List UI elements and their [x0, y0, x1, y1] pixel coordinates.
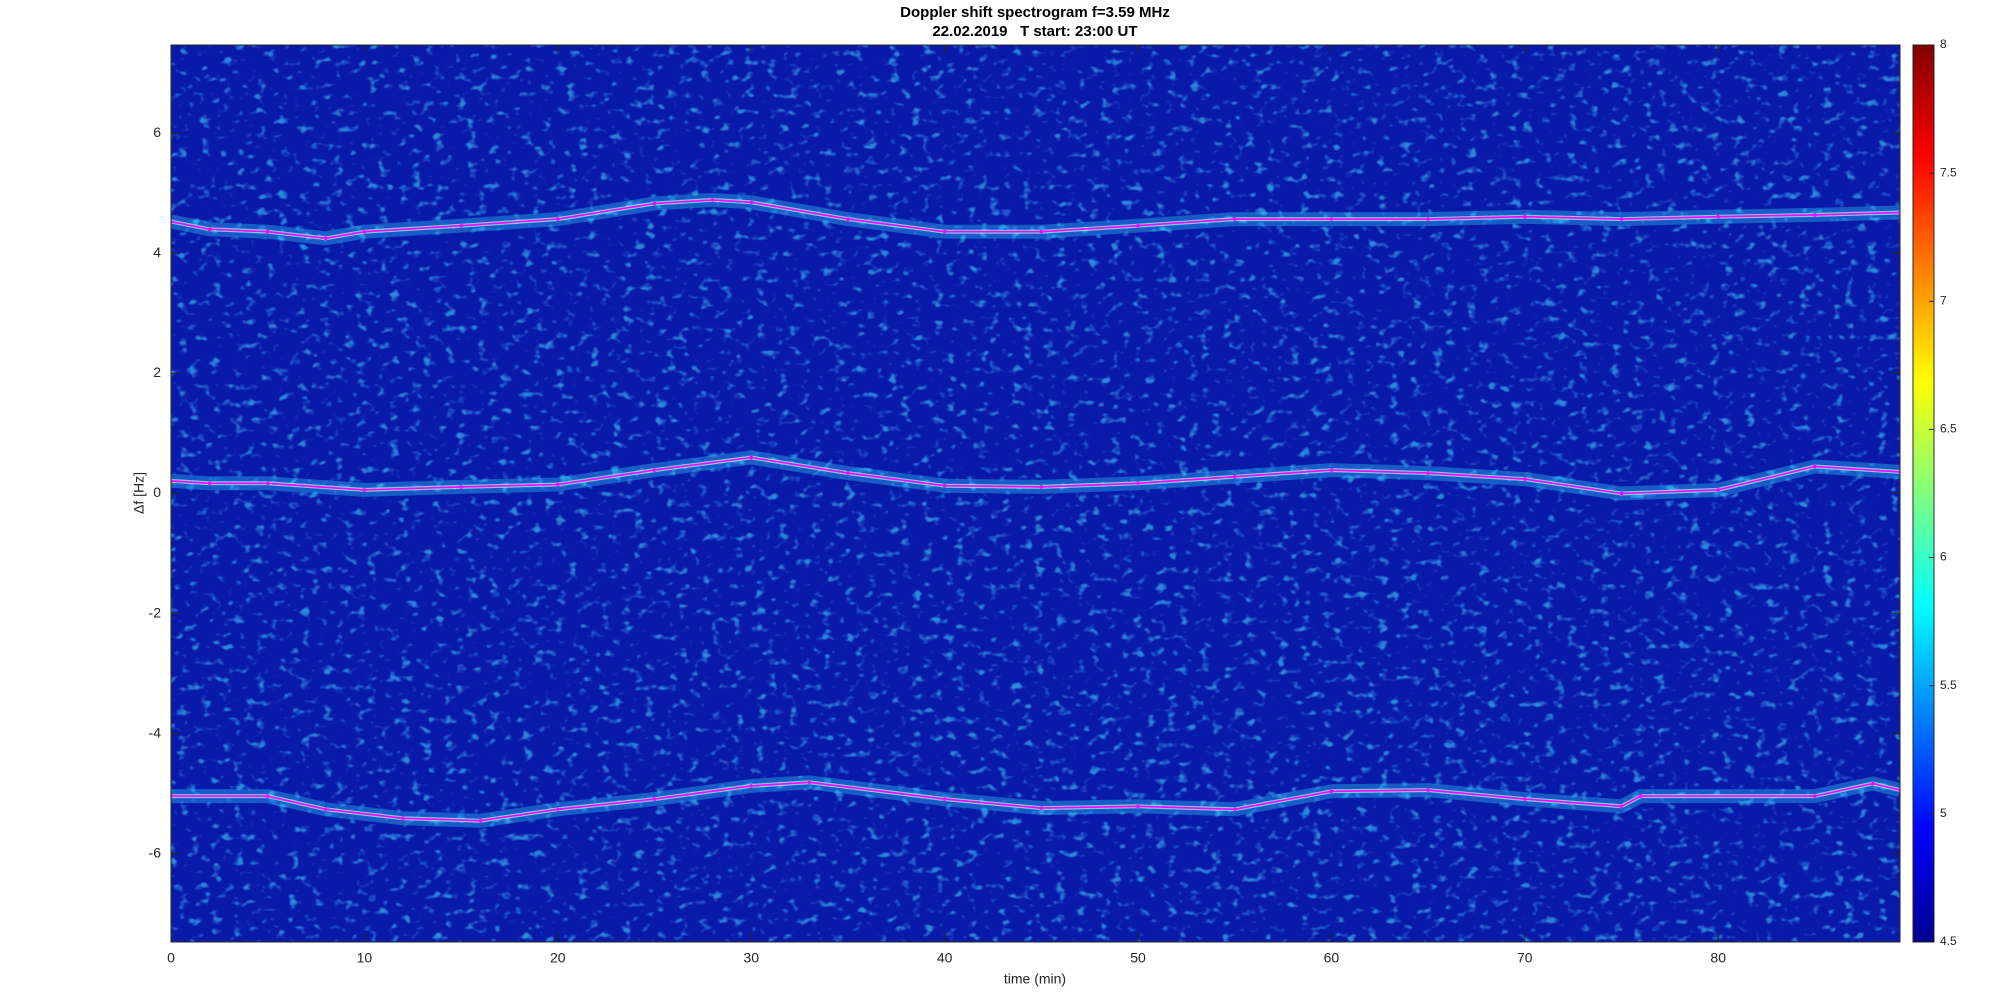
- y-tick-label: 6: [153, 124, 161, 140]
- colorbar-tick-label: 6.5: [1940, 422, 1957, 436]
- trace-point: [652, 797, 657, 801]
- colorbar-tick-label: 5: [1940, 806, 1947, 820]
- trace-point: [1716, 488, 1721, 492]
- colorbar-tick-label: 7.5: [1940, 165, 1957, 179]
- trace-point: [265, 794, 270, 798]
- trace-point: [1639, 794, 1643, 798]
- trace-point: [1426, 788, 1430, 792]
- trace-point: [265, 481, 270, 486]
- trace-point: [459, 223, 463, 228]
- x-tick-label: 40: [937, 950, 953, 966]
- trace-point: [556, 482, 560, 487]
- y-tick-label: 4: [153, 244, 161, 260]
- trace-point: [1329, 217, 1334, 221]
- trace-point: [1329, 468, 1334, 472]
- trace-point: [749, 784, 754, 788]
- doppler-trace: [171, 456, 1900, 495]
- y-tick-label: 2: [153, 364, 161, 380]
- colorbar-tick-label: 7: [1940, 293, 1947, 307]
- y-tick-label: 0: [153, 484, 161, 500]
- trace-point: [323, 236, 328, 241]
- trace-point: [1136, 804, 1140, 809]
- x-tick-label: 50: [1130, 950, 1146, 966]
- trace-point: [1871, 781, 1875, 786]
- trace-point: [749, 200, 754, 205]
- trace-point: [652, 468, 657, 472]
- trace-point: [1136, 223, 1140, 228]
- trace-point: [1039, 485, 1044, 489]
- trace-point: [401, 816, 405, 821]
- x-tick-label: 30: [743, 950, 759, 966]
- x-tick-label: 20: [550, 950, 566, 966]
- trace-point: [942, 229, 947, 234]
- trace-point: [1523, 214, 1527, 219]
- doppler-trace: [171, 199, 1900, 240]
- colorbar-tick-label: 5.5: [1940, 678, 1957, 692]
- y-tick-label: -6: [149, 844, 162, 860]
- trace-point: [1619, 491, 1624, 496]
- trace-point: [807, 780, 812, 785]
- trace-point: [1329, 789, 1334, 794]
- trace-point: [1523, 797, 1527, 801]
- trace-point: [556, 807, 560, 812]
- y-tick-label: -4: [149, 724, 162, 740]
- trace-point: [942, 483, 947, 488]
- trace-point: [1716, 214, 1721, 219]
- trace-point: [1523, 477, 1527, 481]
- x-tick-label: 60: [1324, 950, 1340, 966]
- x-tick-label: 10: [357, 950, 373, 966]
- x-tick-label: 70: [1517, 950, 1533, 966]
- chart-title: Doppler shift spectrogram f=3.59 MHz: [900, 4, 1170, 21]
- trace-point: [459, 485, 463, 489]
- trace-point: [362, 488, 367, 492]
- trace-point: [478, 818, 483, 823]
- trace-point: [1813, 213, 1817, 217]
- trace-point: [1039, 806, 1044, 810]
- trace-point: [1232, 807, 1237, 812]
- trace-point: [265, 229, 270, 234]
- trace-point: [1136, 481, 1140, 486]
- trace-point: [1232, 474, 1237, 479]
- trace-point: [1813, 464, 1817, 469]
- colorbar-tick-label: 4.5: [1940, 934, 1957, 948]
- trace-point: [1426, 217, 1430, 221]
- trace-point: [1619, 217, 1624, 221]
- trace-point: [710, 198, 715, 202]
- trace-point: [1426, 471, 1430, 475]
- trace-point: [1813, 794, 1817, 798]
- trace-point: [556, 217, 560, 221]
- trace-point: [749, 455, 754, 460]
- trace-point: [1232, 217, 1237, 221]
- trace-point: [1039, 229, 1044, 234]
- trace-point: [846, 471, 850, 475]
- x-axis-label: time (min): [1004, 971, 1066, 987]
- trace-point: [207, 481, 212, 486]
- plot-area: [171, 192, 1900, 828]
- trace-point: [1619, 804, 1624, 809]
- trace-point: [362, 229, 367, 234]
- x-tick-label: 80: [1710, 950, 1726, 966]
- trace-point: [323, 807, 328, 812]
- trace-point: [846, 217, 850, 221]
- colorbar-tick-label: 6: [1940, 550, 1947, 564]
- y-tick-label: -2: [149, 604, 162, 620]
- trace-point: [652, 201, 657, 206]
- trace-point: [942, 797, 947, 801]
- trace-point: [207, 227, 212, 232]
- colorbar-tick-label: 8: [1940, 37, 1947, 51]
- chart-subtitle: 22.02.2019 T start: 23:00 UT: [932, 23, 1137, 40]
- colorbar: [1912, 44, 1935, 943]
- x-tick-label: 0: [167, 950, 175, 966]
- y-axis-label: Δf [Hz]: [131, 472, 147, 514]
